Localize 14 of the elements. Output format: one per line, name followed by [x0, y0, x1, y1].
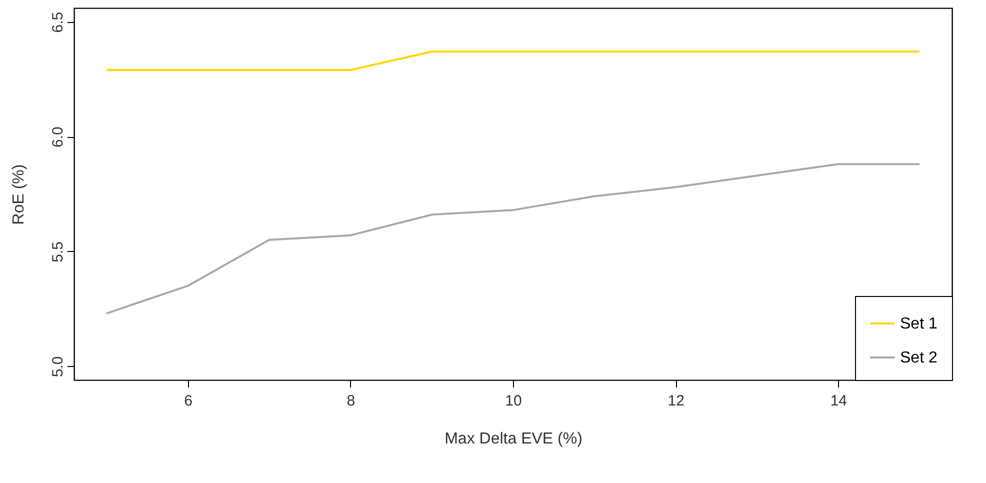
x-tick-label: 10: [505, 392, 522, 410]
x-tick-label: 8: [346, 392, 356, 410]
x-tick-label: 6: [184, 392, 192, 410]
y-tick-label: 6.5: [50, 12, 66, 33]
legend-label: Set 1: [900, 316, 938, 332]
line-series: [106, 163, 920, 314]
y-tick-label: 5.0: [50, 356, 66, 378]
x-tick-label: 12: [668, 392, 684, 410]
y-tick-label: 6.0: [50, 126, 66, 148]
y-axis-title: RoE (%): [10, 164, 28, 225]
x-axis-title: Max Delta EVE (%): [444, 430, 582, 448]
y-tick-label: 5.5: [50, 241, 66, 262]
x-tick-label: 14: [830, 392, 848, 410]
legend-label: Set 2: [900, 350, 938, 366]
